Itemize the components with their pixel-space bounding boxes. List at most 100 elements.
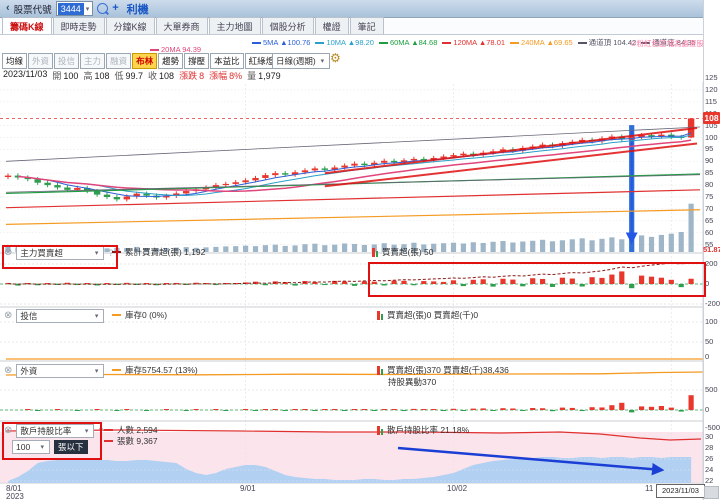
- ma-legend-item-6: 通道頂 104.42: [577, 37, 636, 48]
- code-dropdown-icon[interactable]: ▾: [85, 5, 90, 13]
- quote-value-2: 108: [94, 70, 110, 81]
- ma-legend-text-5: 240MA ▲69.65: [521, 38, 573, 47]
- panel1-right-text: 買賣超(張) 50: [382, 247, 434, 257]
- chart-area[interactable]: [0, 82, 720, 500]
- panel3-close-icon[interactable]: ⊗: [4, 365, 13, 376]
- tab-1[interactable]: 籌碼K線: [2, 17, 52, 34]
- price-tick-90: 90: [705, 156, 714, 166]
- panel4-left-legend-2: 張數 9,367: [104, 435, 158, 447]
- scrollbar-corner: [704, 486, 719, 499]
- panel3-candle-icon: [377, 365, 383, 375]
- panel4-left-legend-1: 人數 2,594: [104, 424, 158, 436]
- toolbar-button-7[interactable]: 趨勢: [158, 53, 184, 69]
- panel1-header: ⊗ 主力買賣超 ▾?: [4, 246, 113, 260]
- panel3-indicator-select[interactable]: 外資 ▾: [16, 364, 105, 378]
- quote-label-2: 高: [83, 71, 93, 81]
- ma-legend-item-1: 5MA ▲100.76: [252, 37, 310, 48]
- panel4-close-icon[interactable]: ⊗: [4, 425, 13, 436]
- panel3-right-text: 買賣超(張)370 買賣超(千)38,436: [387, 365, 509, 375]
- toolbar-button-3[interactable]: 投信: [54, 53, 80, 69]
- stock-name: 利機: [126, 3, 149, 16]
- panel1-indicator-select[interactable]: 主力買賣超 ▾: [16, 246, 105, 260]
- panel1-tick-0: 0: [705, 279, 710, 288]
- add-stock-button[interactable]: +: [112, 2, 119, 14]
- panel4-indicator-select[interactable]: 散戶持股比率 ▾: [16, 424, 95, 438]
- stock-code-input[interactable]: 3444 ▾: [55, 1, 94, 16]
- retail-size-controls: 100 ▾ 張以下: [12, 440, 88, 454]
- x-tick-2: 9/01: [240, 484, 256, 493]
- tab-8[interactable]: 筆記: [349, 17, 384, 34]
- toolbar-button-2[interactable]: 外資: [28, 53, 54, 69]
- panel4-right-legend: 散戶持股比率 21.18%: [377, 424, 469, 436]
- panel3-tick-500: 500: [705, 385, 718, 394]
- quote-item-5: 漲跌 8: [179, 69, 204, 82]
- price-tick-75: 75: [705, 192, 714, 201]
- panel2-indicator-select[interactable]: 投信 ▾: [16, 309, 105, 323]
- price-tick-100: 100: [705, 132, 718, 142]
- quote-label-6: 漲幅: [209, 71, 228, 81]
- panel2-candle-icon: [377, 310, 383, 320]
- panel1-close-icon[interactable]: ⊗: [4, 247, 13, 258]
- panel4-indicator-value: 散戶持股比率: [20, 426, 72, 436]
- quote-value-5: 8: [199, 70, 205, 81]
- panel2-right-legend: 買賣超(張)0 買賣超(千)0: [377, 309, 478, 321]
- retail-size-select[interactable]: 100 ▾: [12, 440, 50, 454]
- panel3-right-legend: 買賣超(張)370 買賣超(千)38,436: [377, 364, 509, 376]
- ma-legend-dash-icon-5: [510, 41, 520, 44]
- quote-item-7: 量 1,979: [247, 69, 281, 82]
- panel3-left-legend-1: 庫存5754.57 (13%): [112, 364, 198, 376]
- toolbar-button-9[interactable]: 本益比: [210, 53, 244, 69]
- panel2-legend-dash-icon-1: [112, 314, 121, 316]
- period-label: 日線(週期): [276, 56, 316, 66]
- period-dropdown[interactable]: 日線(週期) ▾: [272, 53, 331, 69]
- tab-4[interactable]: 大單券商: [155, 17, 208, 34]
- toolbar-button-8[interactable]: 撐壓: [184, 53, 210, 69]
- tab-2[interactable]: 即時走勢: [52, 17, 105, 34]
- stock-code-value: 3444: [57, 2, 84, 15]
- tab-3[interactable]: 分鐘K線: [105, 17, 155, 34]
- stock-chart-svg[interactable]: [0, 82, 720, 500]
- back-icon[interactable]: ‹: [6, 2, 10, 14]
- last-price-badge: 108: [703, 112, 720, 124]
- tab-7[interactable]: 權證: [314, 17, 349, 34]
- toolbar-button-6[interactable]: 布林: [132, 53, 158, 69]
- quote-item-1: 開 100: [52, 69, 78, 82]
- quote-label-1: 開: [52, 71, 62, 81]
- ma-legend-item-5: 240MA ▲69.65: [510, 37, 573, 48]
- ma-legend-dash-icon-2: [315, 41, 325, 44]
- price-tick-115: 115: [705, 96, 717, 106]
- note-icon: ⊙: [630, 39, 637, 48]
- panel2-indicator-value: 投信: [20, 311, 38, 321]
- panel3-tick--500: -500: [705, 423, 720, 432]
- retail-size-suffix-button[interactable]: 張以下: [54, 440, 88, 454]
- price-tick-65: 65: [705, 215, 714, 225]
- ma-legend-dash-icon-6: [577, 41, 587, 44]
- quote-label-5: 漲跌: [179, 71, 198, 81]
- toolbar-button-1[interactable]: 均線: [2, 53, 28, 69]
- panel3-indicator-value: 外資: [20, 366, 38, 376]
- ma-legend-text-7: 通道底 84.35: [652, 38, 696, 47]
- ma-legend-dash-icon-7: [641, 41, 651, 44]
- quote-item-2: 高 108: [83, 69, 109, 82]
- top-bar: ‹ 股票代號 3444 ▾ + 利機: [0, 0, 720, 18]
- panel2-close-icon[interactable]: ⊗: [4, 310, 13, 321]
- ma-legend-item-3: 60MA ▲84.68: [378, 37, 437, 48]
- panel4-legend-dash-icon-2: [104, 440, 113, 442]
- panel4-tick-28: 28: [705, 443, 714, 452]
- panel1-help-icon[interactable]: ?: [108, 248, 114, 258]
- toolbar-button-4[interactable]: 主力: [80, 53, 106, 69]
- retail-size-value: 100: [16, 442, 31, 452]
- tab-6[interactable]: 個股分析: [261, 17, 314, 34]
- tab-bar: 籌碼K線 即時走勢 分鐘K線 大單券商 主力地圖 個股分析 權證 筆記: [0, 17, 720, 35]
- panel2-left-legend-1: 庫存0 (0%): [112, 309, 167, 321]
- panel1-right-legend: 買賣超(張) 50: [372, 246, 433, 258]
- toolbar-button-5[interactable]: 融資: [106, 53, 132, 69]
- settings-gear-icon[interactable]: ⚙: [330, 51, 341, 65]
- panel4-help-icon[interactable]: ?: [98, 426, 104, 436]
- tab-5[interactable]: 主力地圖: [208, 17, 261, 34]
- panel2-tick-0: 0: [705, 352, 710, 361]
- retail-size-caret-icon: ▾: [40, 444, 44, 451]
- search-icon[interactable]: [97, 3, 109, 14]
- panel3-right-text2: 持股異動370: [388, 377, 437, 387]
